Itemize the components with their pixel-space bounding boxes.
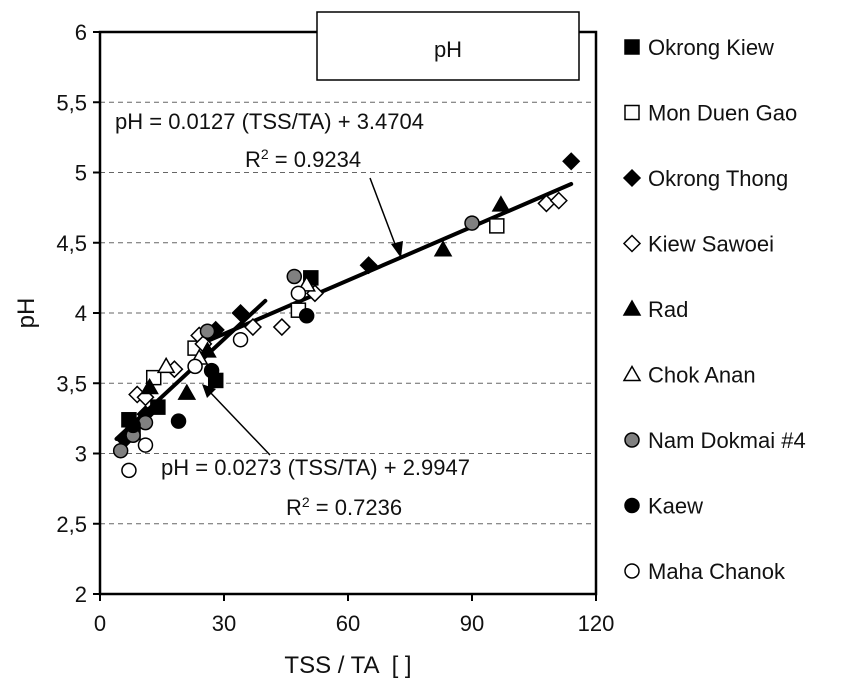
data-point: [491, 195, 511, 212]
legend-label: Okrong Kiew: [648, 35, 774, 60]
data-point: [150, 399, 166, 415]
legend-marker: [624, 497, 640, 514]
y-tick-label: 5: [75, 161, 87, 186]
data-point: [112, 442, 129, 459]
data-point: [140, 377, 159, 395]
legend-marker: [622, 299, 642, 316]
legend-marker: [624, 563, 640, 579]
legend-label: Maha Chanok: [648, 559, 786, 584]
axis-ticks: 22,533,544,555,560 30 60 90 120: [56, 20, 614, 636]
legend-item: Rad: [622, 297, 688, 322]
series-7: [125, 308, 315, 434]
annotation-arrow-upper: [369, 177, 399, 253]
fit-annotations: pH = 0.0127 (TSS/TA) + 3.4704 R2 = 0.923…: [115, 109, 470, 520]
y-tick-label: 4: [75, 301, 87, 326]
legend-marker: [624, 432, 640, 448]
data-point: [232, 331, 249, 348]
legend-item: Chok Anan: [622, 363, 756, 388]
legend-item: Kiew Sawoei: [622, 232, 774, 257]
legend-item: Mon Duen Gao: [624, 101, 797, 126]
legend-marker: [622, 364, 642, 382]
fit-r2-upper: R2 = 0.9234: [245, 146, 361, 172]
data-point: [177, 383, 197, 400]
legend-marker: [624, 39, 640, 55]
y-tick-label: 2,5: [56, 512, 87, 537]
legend-item: Maha Chanok: [624, 559, 786, 584]
series-6: [112, 215, 480, 459]
data-point: [562, 152, 581, 171]
fit-r2-lower: R2 = 0.7236: [286, 494, 402, 520]
series-4: [140, 195, 511, 400]
legend-label: Kiew Sawoei: [648, 232, 774, 257]
legend-label: Rad: [648, 297, 688, 322]
legend-label: Okrong Thong: [648, 166, 788, 191]
x-tick-label: 0: [94, 611, 106, 636]
legend: Okrong Kiew Mon Duen Gao Okrong Thong Kiew …: [622, 35, 806, 584]
data-point: [156, 356, 176, 374]
data-point: [298, 308, 315, 324]
data-point: [137, 437, 154, 453]
data-point: [170, 413, 187, 429]
series-2: [115, 152, 581, 449]
data-point: [549, 191, 568, 210]
legend-item: Nam Dokmai #4: [624, 428, 806, 453]
y-tick-label: 4,5: [56, 231, 87, 256]
data-point: [243, 317, 262, 337]
annotation-arrowhead-upper: [391, 241, 403, 258]
data-point: [231, 303, 250, 323]
data-point: [433, 240, 453, 257]
legend-label: Nam Dokmai #4: [648, 428, 806, 453]
y-tick-label: 2: [75, 582, 87, 607]
legend-marker: [624, 104, 640, 121]
title-box: pH: [316, 11, 580, 81]
data-points: [112, 152, 581, 479]
data-point: [137, 414, 154, 431]
annotation-arrowhead-lower: [202, 384, 216, 398]
fit-equation-upper: pH = 0.0127 (TSS/TA) + 3.4704: [115, 109, 424, 134]
legend-label: Kaew: [648, 494, 703, 519]
data-point: [203, 362, 220, 379]
data-point: [359, 256, 378, 275]
x-tick-label: 30: [212, 611, 236, 636]
data-point: [125, 417, 141, 434]
data-point: [121, 462, 137, 479]
legend-label: Chok Anan: [648, 363, 756, 388]
legend-marker: [622, 234, 642, 253]
fit-equation-lower: pH = 0.0273 (TSS/TA) + 2.9947: [161, 455, 470, 480]
grid-lines: [100, 101, 596, 525]
x-axis-label: TSS / TA [ ]: [284, 652, 411, 679]
data-point: [290, 285, 307, 302]
y-axis-label: pH: [13, 298, 40, 329]
x-tick-label: 60: [336, 611, 360, 636]
y-tick-label: 6: [75, 20, 87, 45]
legend-label: Mon Duen Gao: [648, 101, 797, 126]
data-point: [198, 341, 217, 358]
data-point: [489, 218, 505, 234]
y-tick-label: 3,5: [56, 371, 87, 396]
data-point: [464, 215, 480, 231]
data-point: [187, 358, 203, 375]
chart-title: pH: [434, 37, 462, 62]
legend-marker: [622, 168, 642, 188]
x-tick-label: 120: [578, 611, 615, 636]
y-tick-label: 3: [75, 442, 87, 467]
y-tick-label: 5,5: [56, 90, 87, 115]
data-point: [286, 268, 303, 285]
legend-item: Okrong Kiew: [624, 35, 774, 60]
legend-item: Kaew: [624, 494, 703, 519]
data-point: [272, 317, 291, 337]
series-8: [121, 285, 307, 479]
x-tick-label: 90: [460, 611, 484, 636]
legend-item: Okrong Thong: [622, 166, 788, 191]
annotation-arrow-lower: [207, 389, 271, 456]
data-point: [199, 323, 216, 340]
